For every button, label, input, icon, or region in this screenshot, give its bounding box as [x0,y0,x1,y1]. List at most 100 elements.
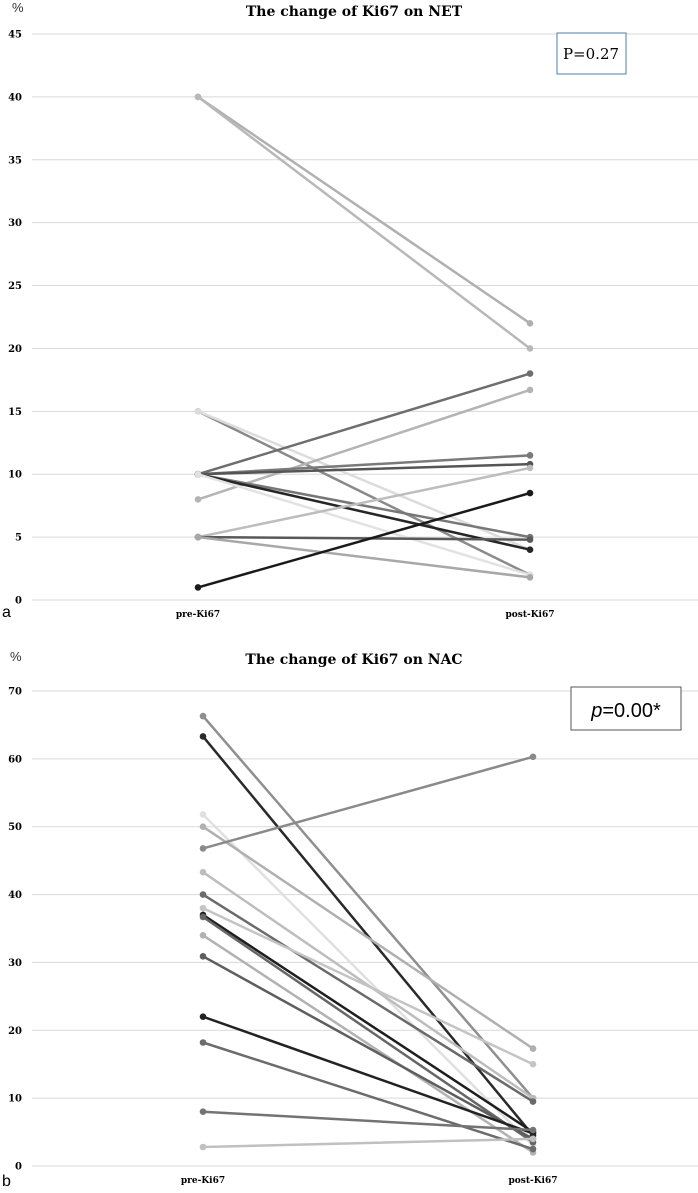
chart-b-point-pre-11 [199,931,207,939]
chart-a-point-post-12 [526,464,534,472]
chart-b-point-pre-3 [199,811,207,818]
chart-a-y-tick-label: 30 [8,218,22,229]
chart-a-point-post-7 [526,452,534,459]
chart-a-series-line-10 [196,472,532,551]
chart-a-series-line-9 [196,472,532,539]
chart-a-y-tick-label: 25 [8,281,22,292]
chart-b-point-post-8 [529,1060,537,1068]
chart-a-series-line-6 [196,388,532,501]
chart-b-series-line-8 [201,906,535,1066]
chart-a-y-tick-label: 20 [8,344,22,355]
chart-b-y-tick-label: 0 [15,1162,22,1173]
chart-a-series-line-2 [196,95,532,350]
chart-b-series-line-16 [201,1137,535,1149]
chart-a-point-post-5 [526,370,534,377]
chart-b-point-pre-14 [199,1039,207,1046]
chart-b-series-line-1 [201,714,535,1100]
chart-a-series-line-15 [196,491,532,589]
chart-b-point-pre-16 [199,1143,207,1151]
chart-a-unit-label: % [12,0,24,15]
chart-b-point-pre-4 [199,823,207,831]
chart-b-series-line-12 [201,955,535,1141]
chart-a-point-post-6 [526,386,534,394]
chart-b-series-line-11 [201,934,535,1154]
chart-b-x-tick-label: pre-Ki67 [181,1176,225,1186]
chart-a-point-pre-11 [194,470,202,478]
chart-b-point-pre-6 [199,868,207,876]
chart-a-series-line-14 [196,535,532,579]
chart-b-series-line-7 [201,893,535,1103]
chart-b-y-tick-label: 10 [8,1094,22,1105]
chart-a-series-line-1 [196,95,532,325]
chart-b-y-tick-label: 40 [8,890,22,901]
chart-b-point-post-16 [529,1135,537,1143]
chart-a-y-tick-label: 10 [8,470,22,481]
chart-b-point-pre-1 [199,712,207,720]
chart-a-panel-label: a [2,604,11,621]
chart-b-series-line-9 [201,913,535,1134]
chart-b-series-line-4 [201,825,535,1050]
chart-b-series-line-3 [201,813,535,1147]
chart-a-title: The change of Ki67 on NET [246,4,463,20]
chart-a-y-tick-label: 40 [8,92,22,103]
chart-a-y-tick-label: 5 [15,533,22,544]
chart-b-point-pre-2 [199,733,207,740]
chart-a-y-tick-label: 0 [15,596,22,607]
chart-a-point-post-10 [526,546,534,553]
chart-b-point-pre-10 [199,913,207,921]
chart-a-series-line-12 [196,466,532,539]
chart-b-series-line-14 [201,1041,535,1151]
chart-a-point-pre-4 [194,408,202,415]
chart-b-series-line-15 [201,1110,535,1132]
chart-a-point-post-1 [526,319,534,327]
chart-b-point-pre-12 [199,953,207,960]
chart-b-annotation-box [570,686,682,731]
chart-a-y-tick-label: 35 [8,155,22,166]
chart-b-y-tick-label: 60 [8,754,22,765]
chart-b-series-line-10 [201,915,535,1144]
chart-b-series-line-5 [201,755,535,850]
chart-b-point-pre-5 [199,845,207,852]
chart-b-title: The change of Ki67 on NAC [245,652,462,668]
chart-b-point-post-4 [529,1045,537,1052]
chart-b-y-tick-label: 30 [8,958,22,969]
chart-a-y-tick-label: 15 [8,407,22,418]
chart-b-point-pre-15 [199,1108,207,1116]
chart-b-point-post-5 [529,753,537,761]
chart-a-series-line-7 [196,454,532,476]
chart-b-point-pre-8 [199,904,207,912]
chart-b-y-tick-label: 50 [8,822,22,833]
chart-a-y-tick-label: 45 [8,30,22,41]
chart-a-point-pre-14 [194,533,202,541]
chart-b-point-post-7 [529,1098,537,1105]
chart-a-series-line-11 [196,472,532,577]
chart-a-point-post-15 [526,489,534,497]
chart-b-y-tick-label: 20 [8,1026,22,1037]
chart-a-series-line-3 [196,410,532,577]
chart-a-point-pre-6 [194,496,202,503]
chart-b-y-tick-label: 70 [8,687,22,698]
chart-a-x-tick-label: pre-Ki67 [176,610,220,620]
chart-a-point-post-14 [526,574,534,581]
chart-a-point-post-2 [526,345,534,352]
chart-b-point-post-15 [529,1126,537,1134]
chart-a-series-line-8 [196,462,532,476]
chart-b-series-line-2 [201,735,535,1137]
chart-a-p-value: P=0.27 [563,45,619,63]
chart-a-series-line-5 [196,372,532,476]
chart-a-series-line-13 [196,535,532,541]
chart-a-point-pre-15 [194,584,202,591]
chart-b-point-pre-13 [199,1013,207,1021]
chart-b-point-post-14 [529,1145,537,1153]
chart-a-point-post-13 [526,536,534,543]
chart-b-series-line-13 [201,1015,535,1135]
chart-b-x-tick-label: post-Ki67 [508,1176,557,1186]
chart-b-unit-label: % [10,649,22,664]
chart-a-annotation-box [556,32,627,75]
chart-a-point-pre-2 [194,93,202,101]
chart-a-x-tick-label: post-Ki67 [505,610,554,620]
chart-b-p-value: p=0.00* [590,700,661,722]
chart-b-point-pre-7 [199,891,207,898]
chart-b-panel-label: b [2,1173,11,1190]
